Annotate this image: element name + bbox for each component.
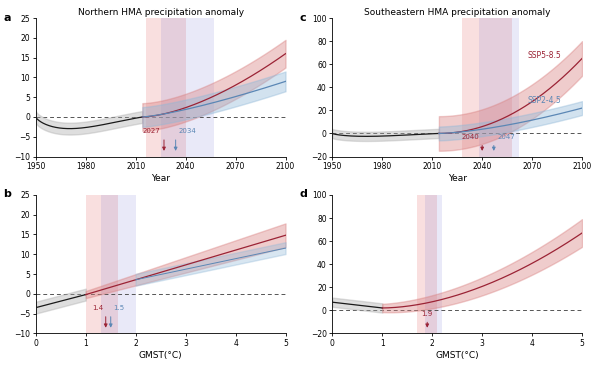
X-axis label: Year: Year xyxy=(151,174,170,183)
Text: c: c xyxy=(300,13,307,22)
Text: SSP2-4.5: SSP2-4.5 xyxy=(527,96,561,106)
Text: 1.9: 1.9 xyxy=(422,311,433,317)
X-axis label: GMST(°C): GMST(°C) xyxy=(139,351,182,360)
Bar xyxy=(479,18,519,156)
X-axis label: GMST(°C): GMST(°C) xyxy=(436,351,479,360)
Text: 1.5: 1.5 xyxy=(113,305,124,311)
Bar xyxy=(86,195,118,333)
Bar xyxy=(425,195,442,333)
Bar xyxy=(161,18,214,156)
Bar xyxy=(101,195,136,333)
Text: 2034: 2034 xyxy=(179,128,197,134)
X-axis label: Year: Year xyxy=(448,174,467,183)
Text: 2047: 2047 xyxy=(497,134,515,140)
Bar xyxy=(146,18,185,156)
Text: 2040: 2040 xyxy=(461,134,479,140)
Text: b: b xyxy=(4,190,11,199)
Bar xyxy=(462,18,512,156)
Bar xyxy=(417,195,437,333)
Title: Northern HMA precipitation anomaly: Northern HMA precipitation anomaly xyxy=(77,8,244,17)
Title: Southeastern HMA precipitation anomaly: Southeastern HMA precipitation anomaly xyxy=(364,8,550,17)
Text: a: a xyxy=(4,13,11,22)
Text: 2027: 2027 xyxy=(143,128,161,134)
Text: 1.4: 1.4 xyxy=(92,305,103,311)
Text: SSP5-8.5: SSP5-8.5 xyxy=(527,52,561,60)
Text: d: d xyxy=(300,190,308,199)
